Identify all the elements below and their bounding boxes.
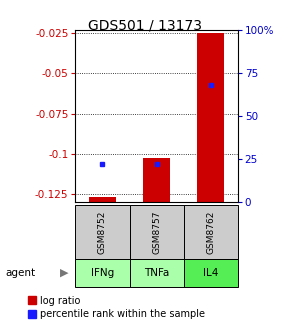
Bar [130, 205, 184, 259]
Text: GSM8762: GSM8762 [206, 210, 215, 254]
Text: ▶: ▶ [60, 268, 68, 278]
Bar [75, 205, 130, 259]
Bar [143, 158, 170, 202]
Bar [89, 197, 116, 202]
Legend: log ratio, percentile rank within the sample: log ratio, percentile rank within the sa… [28, 295, 205, 320]
Text: IFNg: IFNg [91, 268, 114, 278]
Text: TNFa: TNFa [144, 268, 169, 278]
Bar [75, 259, 130, 287]
Text: agent: agent [6, 268, 36, 278]
Bar [184, 259, 238, 287]
Text: IL4: IL4 [203, 268, 218, 278]
Text: GSM8757: GSM8757 [152, 210, 161, 254]
Text: GDS501 / 13173: GDS501 / 13173 [88, 18, 202, 33]
Bar [197, 34, 224, 202]
Bar [184, 205, 238, 259]
Text: GSM8752: GSM8752 [98, 210, 107, 254]
Bar [130, 259, 184, 287]
